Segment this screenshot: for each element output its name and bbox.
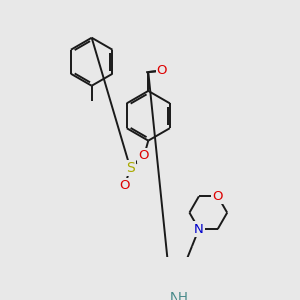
Text: O: O	[157, 64, 167, 77]
Text: O: O	[119, 179, 130, 192]
Text: N: N	[194, 223, 204, 236]
Text: O: O	[212, 190, 223, 203]
Text: O: O	[138, 149, 148, 162]
Text: N: N	[170, 291, 180, 300]
Text: S: S	[126, 161, 135, 175]
Text: H: H	[178, 291, 188, 300]
